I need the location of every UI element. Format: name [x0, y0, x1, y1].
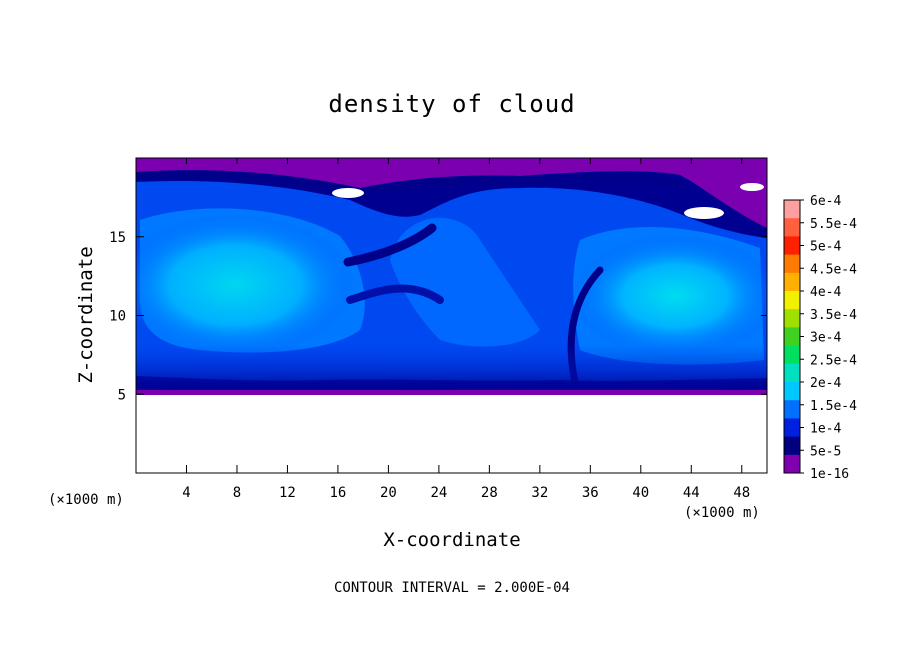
y-axis-title: Z-coordinate — [75, 246, 97, 383]
colorbar-label: 5.5e-4 — [810, 217, 857, 232]
cloud-dark-filament-3 — [346, 284, 444, 304]
x-tick-label: 28 — [481, 485, 498, 501]
colorbar-swatch — [784, 254, 800, 274]
colorbar-swatch — [784, 418, 800, 438]
x-tick-label: 4 — [182, 485, 190, 501]
colorbar-swatch — [784, 327, 800, 347]
clear-patch-1 — [332, 188, 364, 198]
y-tick-label: 15 — [109, 230, 126, 246]
colorbar-label: 3e-4 — [810, 331, 841, 346]
cloud-bottom-shading — [136, 345, 767, 390]
contour-interval-label: CONTOUR INTERVAL = 2.000E-04 — [334, 580, 570, 596]
cloud-dark-filament-1 — [343, 223, 437, 267]
colorbar-swatch — [784, 218, 800, 237]
colorbar-swatch — [784, 200, 800, 219]
colorbar-swatch — [784, 363, 800, 383]
colorbar-label: 6e-4 — [810, 194, 841, 209]
heatmap-field — [136, 158, 767, 395]
colorbar-label: 2e-4 — [810, 376, 841, 391]
colorbar-swatch — [784, 400, 800, 419]
x-tick-label: 8 — [233, 485, 241, 501]
colorbar-label: 4.5e-4 — [810, 262, 857, 277]
x-tick-label: 12 — [279, 485, 296, 501]
colorbar-label: 4e-4 — [810, 285, 841, 300]
y-tick-label: 10 — [109, 309, 126, 325]
x-axis-title: X-coordinate — [383, 529, 520, 551]
colorbar-swatch — [784, 436, 800, 456]
colorbar-label: 2.5e-4 — [810, 353, 857, 368]
y-tick-label: 5 — [118, 387, 126, 403]
colorbar-label: 3.5e-4 — [810, 308, 857, 323]
colorbar-label: 5e-4 — [810, 240, 841, 255]
colorbar-swatch — [784, 382, 800, 401]
colorbar-swatch — [784, 345, 800, 365]
below-field-blank — [136, 395, 767, 473]
x-tick-label: 24 — [430, 485, 447, 501]
x-tick-label: 36 — [582, 485, 599, 501]
colorbar-label: 1e-4 — [810, 422, 841, 437]
chart-title: density of cloud — [328, 90, 575, 118]
clear-patch-2 — [684, 207, 724, 219]
colorbar-swatch — [784, 291, 800, 310]
colorbar-swatch — [784, 272, 800, 292]
colorbar-label: 5e-5 — [810, 444, 841, 459]
x-tick-label: 48 — [733, 485, 750, 501]
x-unit-label-left: (×1000 m) — [48, 492, 124, 508]
x-unit-label-right: (×1000 m) — [684, 505, 760, 521]
cloud-core-left — [136, 213, 355, 357]
colorbar-swatch — [784, 309, 800, 328]
clear-patch-3 — [740, 183, 764, 191]
x-tick-label: 32 — [531, 485, 548, 501]
x-tick-label: 16 — [329, 485, 346, 501]
cloud-top-dark-band — [136, 171, 685, 196]
colorbar-swatch — [784, 454, 800, 474]
x-tick-label: 40 — [632, 485, 649, 501]
colorbar-label: 1.5e-4 — [810, 399, 857, 414]
x-tick-label: 20 — [380, 485, 397, 501]
cloud-core-right — [570, 234, 767, 358]
colorbar-swatch — [784, 236, 800, 256]
colorbar: 6e-4 5.5e-4 5e-4 4.5e-4 4e-4 3.5e-4 3e-4 2.5e-4… — [783, 194, 857, 482]
cloud-center-plume — [390, 217, 540, 347]
x-tick-label: 44 — [683, 485, 700, 501]
y-axis: 5 10 15 — [109, 230, 767, 403]
colorbar-label: 1e-16 — [810, 467, 849, 482]
x-axis: 4 8 12 16 20 24 28 32 36 40 44 48 — [182, 158, 750, 501]
